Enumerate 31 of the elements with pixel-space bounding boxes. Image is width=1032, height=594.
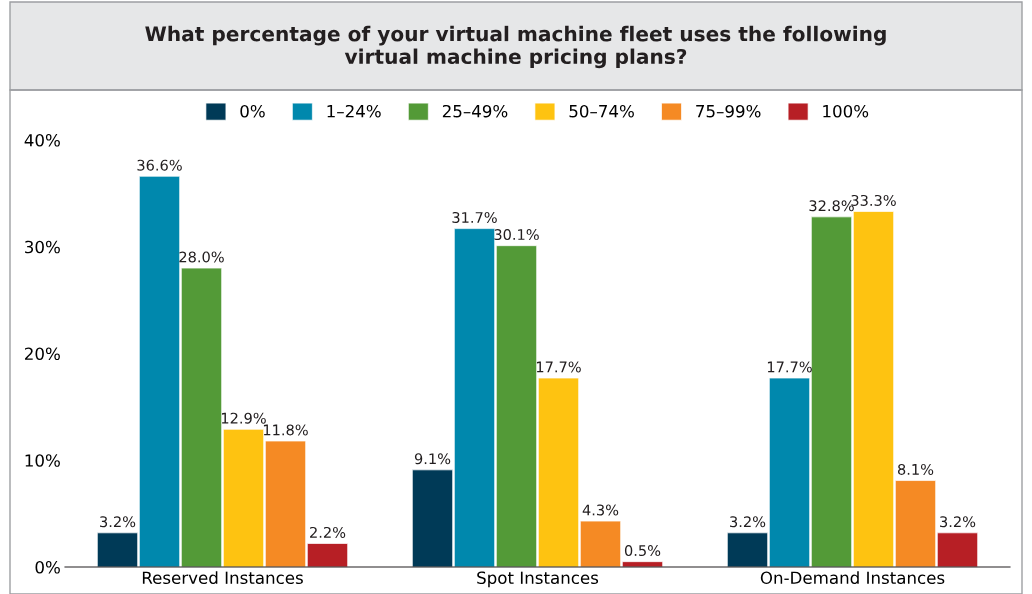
legend-label: 0% xyxy=(240,104,265,118)
y-tick-label: 0% xyxy=(35,560,60,574)
data-label: 4.3% xyxy=(582,504,619,516)
data-label: 17.7% xyxy=(536,361,581,373)
data-label: 9.1% xyxy=(414,453,451,465)
data-label: 17.7% xyxy=(767,361,812,373)
y-tick-label: 20% xyxy=(25,347,60,361)
y-tick-label: 40% xyxy=(24,133,60,147)
legend-label: 50–74% xyxy=(569,104,634,118)
y-tick-label: 30% xyxy=(25,240,60,254)
data-label: 3.2% xyxy=(730,516,766,528)
legend-label: 100% xyxy=(823,104,869,118)
x-tick-label: Reserved Instances xyxy=(142,571,303,585)
data-label: 30.1% xyxy=(494,229,539,241)
data-label: 36.6% xyxy=(137,159,182,171)
chart-title: What percentage of your virtual machine fleet uses the following virtual machine pricing plans? xyxy=(145,25,886,69)
x-tick-label: Spot Instances xyxy=(477,571,599,588)
legend-label: 25–49% xyxy=(442,104,508,118)
y-tick-label: 10% xyxy=(25,454,60,467)
data-label: 31.7% xyxy=(452,211,497,223)
x-tick-label: On-Demand Instances xyxy=(760,571,945,585)
data-label: 3.2% xyxy=(100,516,136,528)
data-label: 2.2% xyxy=(310,526,346,538)
data-label: 12.9% xyxy=(221,412,266,424)
data-label: 8.1% xyxy=(897,463,934,475)
data-label: 0.5% xyxy=(624,545,661,557)
legend-label: 1–24% xyxy=(327,104,381,118)
data-label: 3.2% xyxy=(940,516,976,528)
data-label: 28.0% xyxy=(179,251,224,263)
legend-label: 75–99% xyxy=(696,104,761,118)
data-label: 11.8% xyxy=(263,424,308,436)
